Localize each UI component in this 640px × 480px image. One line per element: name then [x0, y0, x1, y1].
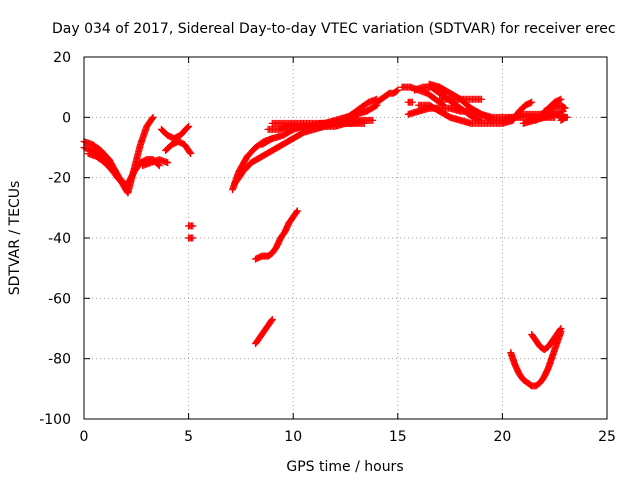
data-point: [557, 95, 565, 103]
series-arc-28: [540, 101, 569, 115]
series-arc-5: [157, 122, 193, 142]
data-point: [186, 148, 194, 156]
data-point: [369, 116, 377, 124]
x-tick-label: 15: [389, 429, 407, 445]
data-point: [393, 87, 401, 95]
series-arc-17: [404, 98, 416, 106]
data-point: [557, 325, 565, 332]
x-tick-label: 10: [284, 429, 302, 445]
data-point: [293, 207, 301, 215]
x-tick-label: 0: [80, 429, 89, 445]
data-point: [372, 102, 380, 110]
y-tick-label: -20: [48, 171, 71, 187]
series-arc-30: [252, 207, 301, 263]
data-point: [267, 317, 275, 325]
series-arc-6: [162, 137, 195, 158]
data-point: [394, 86, 402, 94]
data-point: [560, 104, 568, 112]
data-point: [563, 113, 571, 121]
chart-title: Day 034 of 2017, Sidereal Day-to-day VTE…: [52, 21, 616, 37]
axis-ticks: 0 5 10 15 20 25 -100 -80 -60 -40 -20 0 20: [39, 50, 616, 445]
data-point: [528, 98, 536, 106]
series-arc-1c: [84, 150, 132, 191]
data-point: [149, 113, 157, 121]
series-arc-15: [289, 119, 368, 130]
series-arc-25: [509, 98, 536, 124]
data-point: [155, 162, 163, 170]
data-point: [148, 114, 156, 122]
x-axis-label: GPS time / hours: [286, 459, 403, 475]
series-arc-29: [557, 113, 571, 124]
data-point: [360, 119, 368, 127]
series-arc-33: [528, 325, 565, 354]
data-point: [189, 234, 197, 242]
y-tick-label: -80: [48, 352, 71, 368]
data-point: [293, 208, 301, 216]
y-axis-label: SDTVAR / TECUs: [7, 181, 23, 296]
data-points: [80, 80, 571, 390]
data-point: [561, 104, 569, 112]
series-arc-32: [507, 328, 565, 390]
data-point: [556, 326, 564, 334]
data-point: [268, 315, 276, 323]
data-point: [477, 95, 485, 103]
x-tick-label: 5: [184, 429, 193, 445]
y-tick-label: -100: [39, 412, 71, 428]
series-arc-8: [185, 234, 197, 242]
series-arc-21: [436, 95, 485, 103]
data-point: [408, 98, 416, 106]
x-tick-label: 20: [493, 429, 511, 445]
data-point: [164, 159, 172, 167]
y-tick-label: 20: [53, 50, 71, 66]
data-point: [187, 150, 195, 158]
y-tick-label: 0: [62, 110, 71, 126]
y-tick-label: -60: [48, 291, 71, 307]
series-arc-16: [373, 86, 402, 106]
data-point: [184, 123, 192, 131]
series-arc-7: [185, 222, 197, 230]
series-arc-4: [139, 156, 172, 170]
x-tick-label: 25: [598, 429, 616, 445]
data-point: [185, 122, 193, 130]
series-arc-31: [252, 315, 276, 348]
y-tick-label: -40: [48, 231, 71, 247]
data-point: [189, 222, 197, 230]
